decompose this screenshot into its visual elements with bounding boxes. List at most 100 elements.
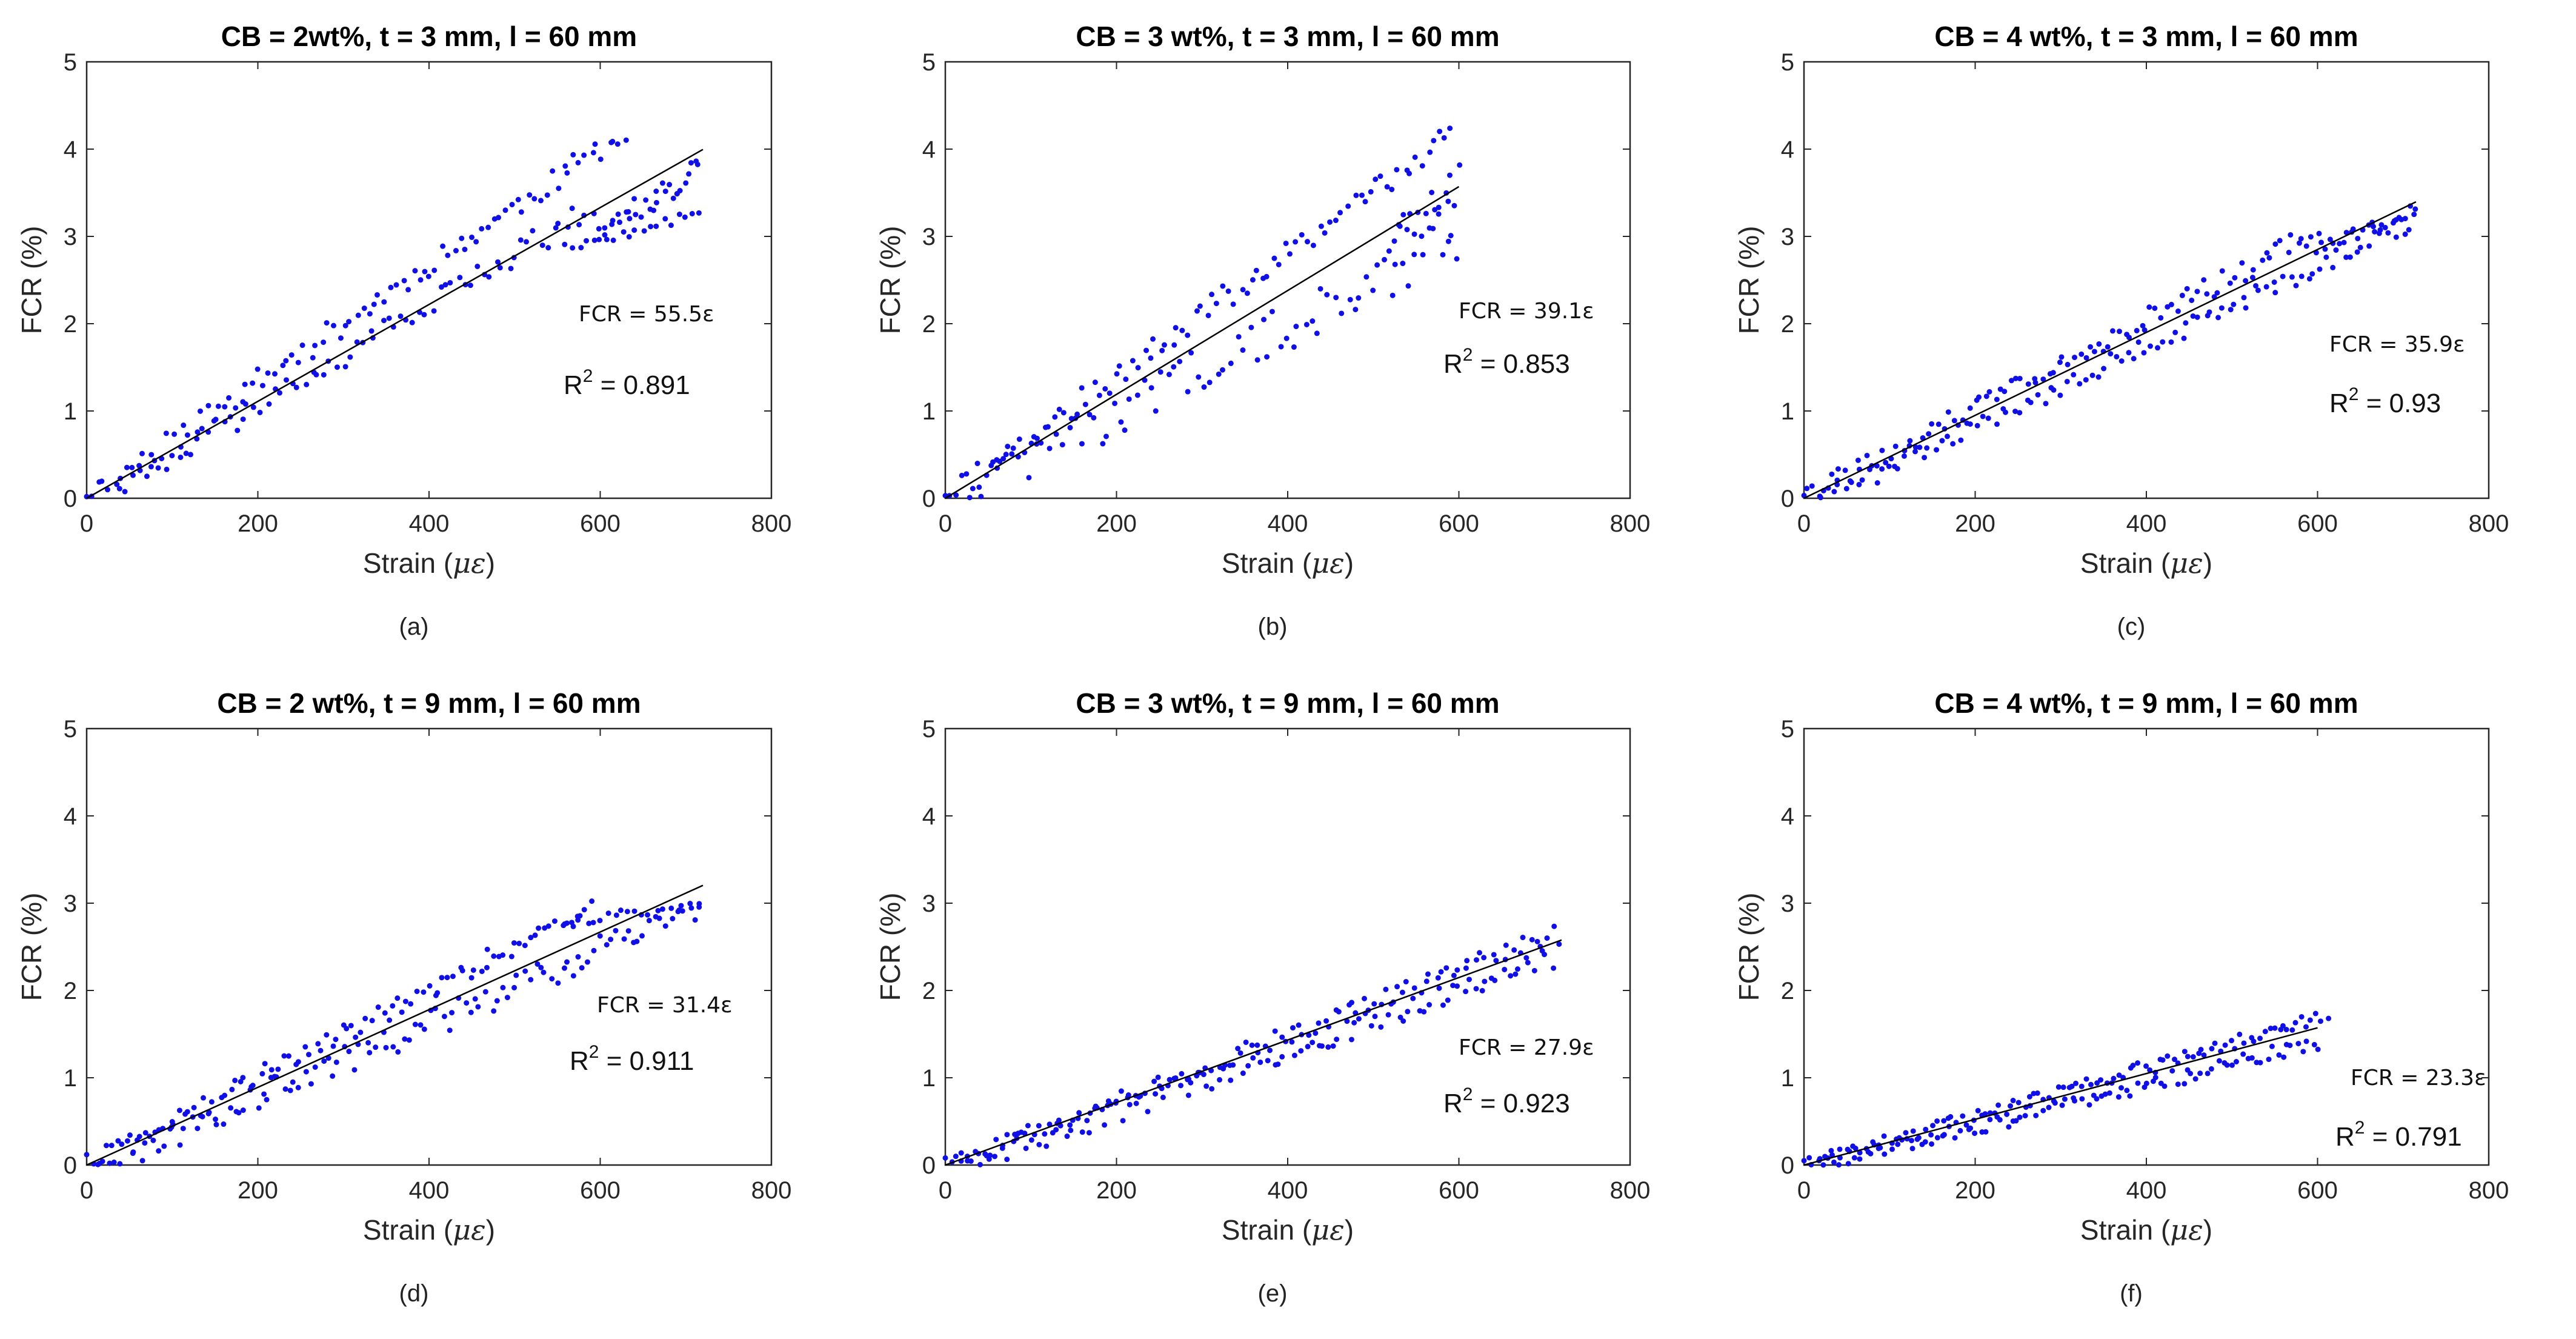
chart-3-point [421, 989, 427, 995]
chart-0-point [570, 245, 576, 251]
chart-1-point [1067, 424, 1073, 430]
chart-0-point [553, 225, 559, 231]
chart-4-point [1306, 1032, 1312, 1038]
chart-0-xlabel: Strain (με) [363, 547, 495, 579]
chart-3-point [201, 1095, 207, 1101]
chart-1-point [1411, 231, 1417, 237]
chart-2-point [2293, 282, 2299, 289]
chart-2-point [2155, 345, 2161, 351]
chart-1-point [1347, 296, 1353, 302]
chart-1-point [1244, 290, 1250, 296]
chart-0-point [610, 237, 616, 243]
chart-0-point [355, 312, 361, 318]
chart-3-point [591, 947, 597, 953]
chart-1-point [1441, 135, 1447, 141]
chart-4-point [1463, 989, 1469, 995]
chart-1-points [942, 125, 1463, 501]
chart-2-point [2402, 231, 2408, 237]
chart-0-point [398, 313, 404, 319]
chart-1-point [1150, 336, 1156, 342]
chart-1-point [1373, 176, 1379, 182]
chart-5-point [1868, 1150, 1874, 1157]
chart-0-point [641, 228, 647, 234]
chart-4-point [1474, 957, 1480, 963]
chart-0-point [405, 287, 411, 293]
chart-1-point [1432, 207, 1438, 213]
chart-5-point [2311, 1041, 2317, 1047]
chart-1-point [1405, 283, 1411, 289]
chart-0-ytick-label: 3 [64, 224, 77, 250]
chart-1-point [1423, 210, 1429, 216]
chart-0-point [409, 319, 415, 326]
chart-3-point [287, 1087, 293, 1094]
chart-0-point [502, 207, 508, 213]
chart-1-point [1324, 292, 1330, 298]
chart-3-xlabel: Strain (με) [363, 1214, 495, 1246]
chart-svg: 0 200 400 600 800 0 1 2 3 4 5 CB = 4 wt%, t = 3 mm,… [1733, 21, 2509, 640]
chart-3-point [555, 980, 561, 986]
chart-1-point [1079, 441, 1085, 447]
chart-1-point [1148, 355, 1154, 361]
chart-1-point [1429, 189, 1435, 195]
chart-3-point [383, 1044, 389, 1050]
chart-5-point [2130, 1063, 2136, 1069]
chart-3-point [511, 940, 517, 946]
chart-5-point [2069, 1083, 2075, 1089]
chart-2-caption: (c) [2117, 613, 2146, 640]
chart-5-point [2004, 1111, 2010, 1117]
chart-3-point [115, 1138, 121, 1144]
chart-4-point [1220, 1066, 1226, 1072]
chart-3-point [199, 1114, 205, 1120]
chart-0-point [342, 322, 348, 329]
chart-5-point [2116, 1072, 2122, 1078]
chart-1-point [1056, 406, 1062, 412]
chart-2-point [1859, 477, 1865, 483]
chart-2-point [2231, 301, 2237, 307]
chart-1-point [1185, 332, 1191, 338]
chart-4-point [1410, 995, 1416, 1001]
chart-2-point [2343, 254, 2349, 260]
chart-2-point [2232, 275, 2238, 281]
chart-5-point [1852, 1145, 1859, 1151]
chart-3-point [275, 1066, 281, 1072]
chart-3-point [295, 1084, 301, 1090]
chart-0-point [114, 481, 120, 487]
chart-3-point [450, 973, 456, 980]
chart-1-point [1130, 358, 1136, 364]
chart-0-point [284, 377, 290, 383]
chart-2-point [1945, 433, 1951, 439]
chart-3-point [679, 908, 685, 914]
chart-1-point [1116, 363, 1122, 369]
chart-4-point [1503, 942, 1509, 948]
chart-0-point [631, 227, 637, 233]
chart-1-point [1009, 451, 1015, 457]
chart-4-point [1275, 1061, 1281, 1067]
chart-0-point [393, 282, 399, 288]
chart-2-point [2288, 232, 2294, 238]
chart-0-point [495, 259, 501, 265]
chart-4-ytick-label: 4 [922, 803, 936, 830]
chart-1-point [1356, 295, 1362, 301]
chart-3-point [213, 1121, 219, 1127]
chart-4-point [1356, 1016, 1362, 1022]
chart-2-point [1809, 483, 1815, 489]
chart-0-point [682, 214, 688, 220]
chart-4-point [1421, 1009, 1427, 1015]
chart-3-point [362, 1015, 368, 1021]
chart-1-point [959, 472, 965, 478]
chart-0-xtick-label: 400 [409, 510, 450, 537]
chart-3-point [195, 1126, 201, 1132]
chart-2-title: CB = 4 wt%, t = 3 mm, l = 60 mm [1934, 21, 2358, 52]
chart-3-point [447, 1027, 453, 1033]
chart-1-point [1034, 435, 1040, 441]
chart-2-point [2126, 335, 2132, 341]
chart-3-ytick-label: 3 [64, 890, 77, 917]
chart-3-point [482, 989, 488, 995]
chart-5-point [2182, 1081, 2188, 1087]
chart-3-point [659, 906, 665, 912]
chart-0-xtick-label: 0 [80, 510, 93, 537]
chart-1-ytick-label: 1 [922, 398, 936, 425]
chart-5-point [2094, 1096, 2100, 1102]
chart-2-point [2322, 246, 2328, 252]
chart-1-point [1384, 184, 1390, 190]
